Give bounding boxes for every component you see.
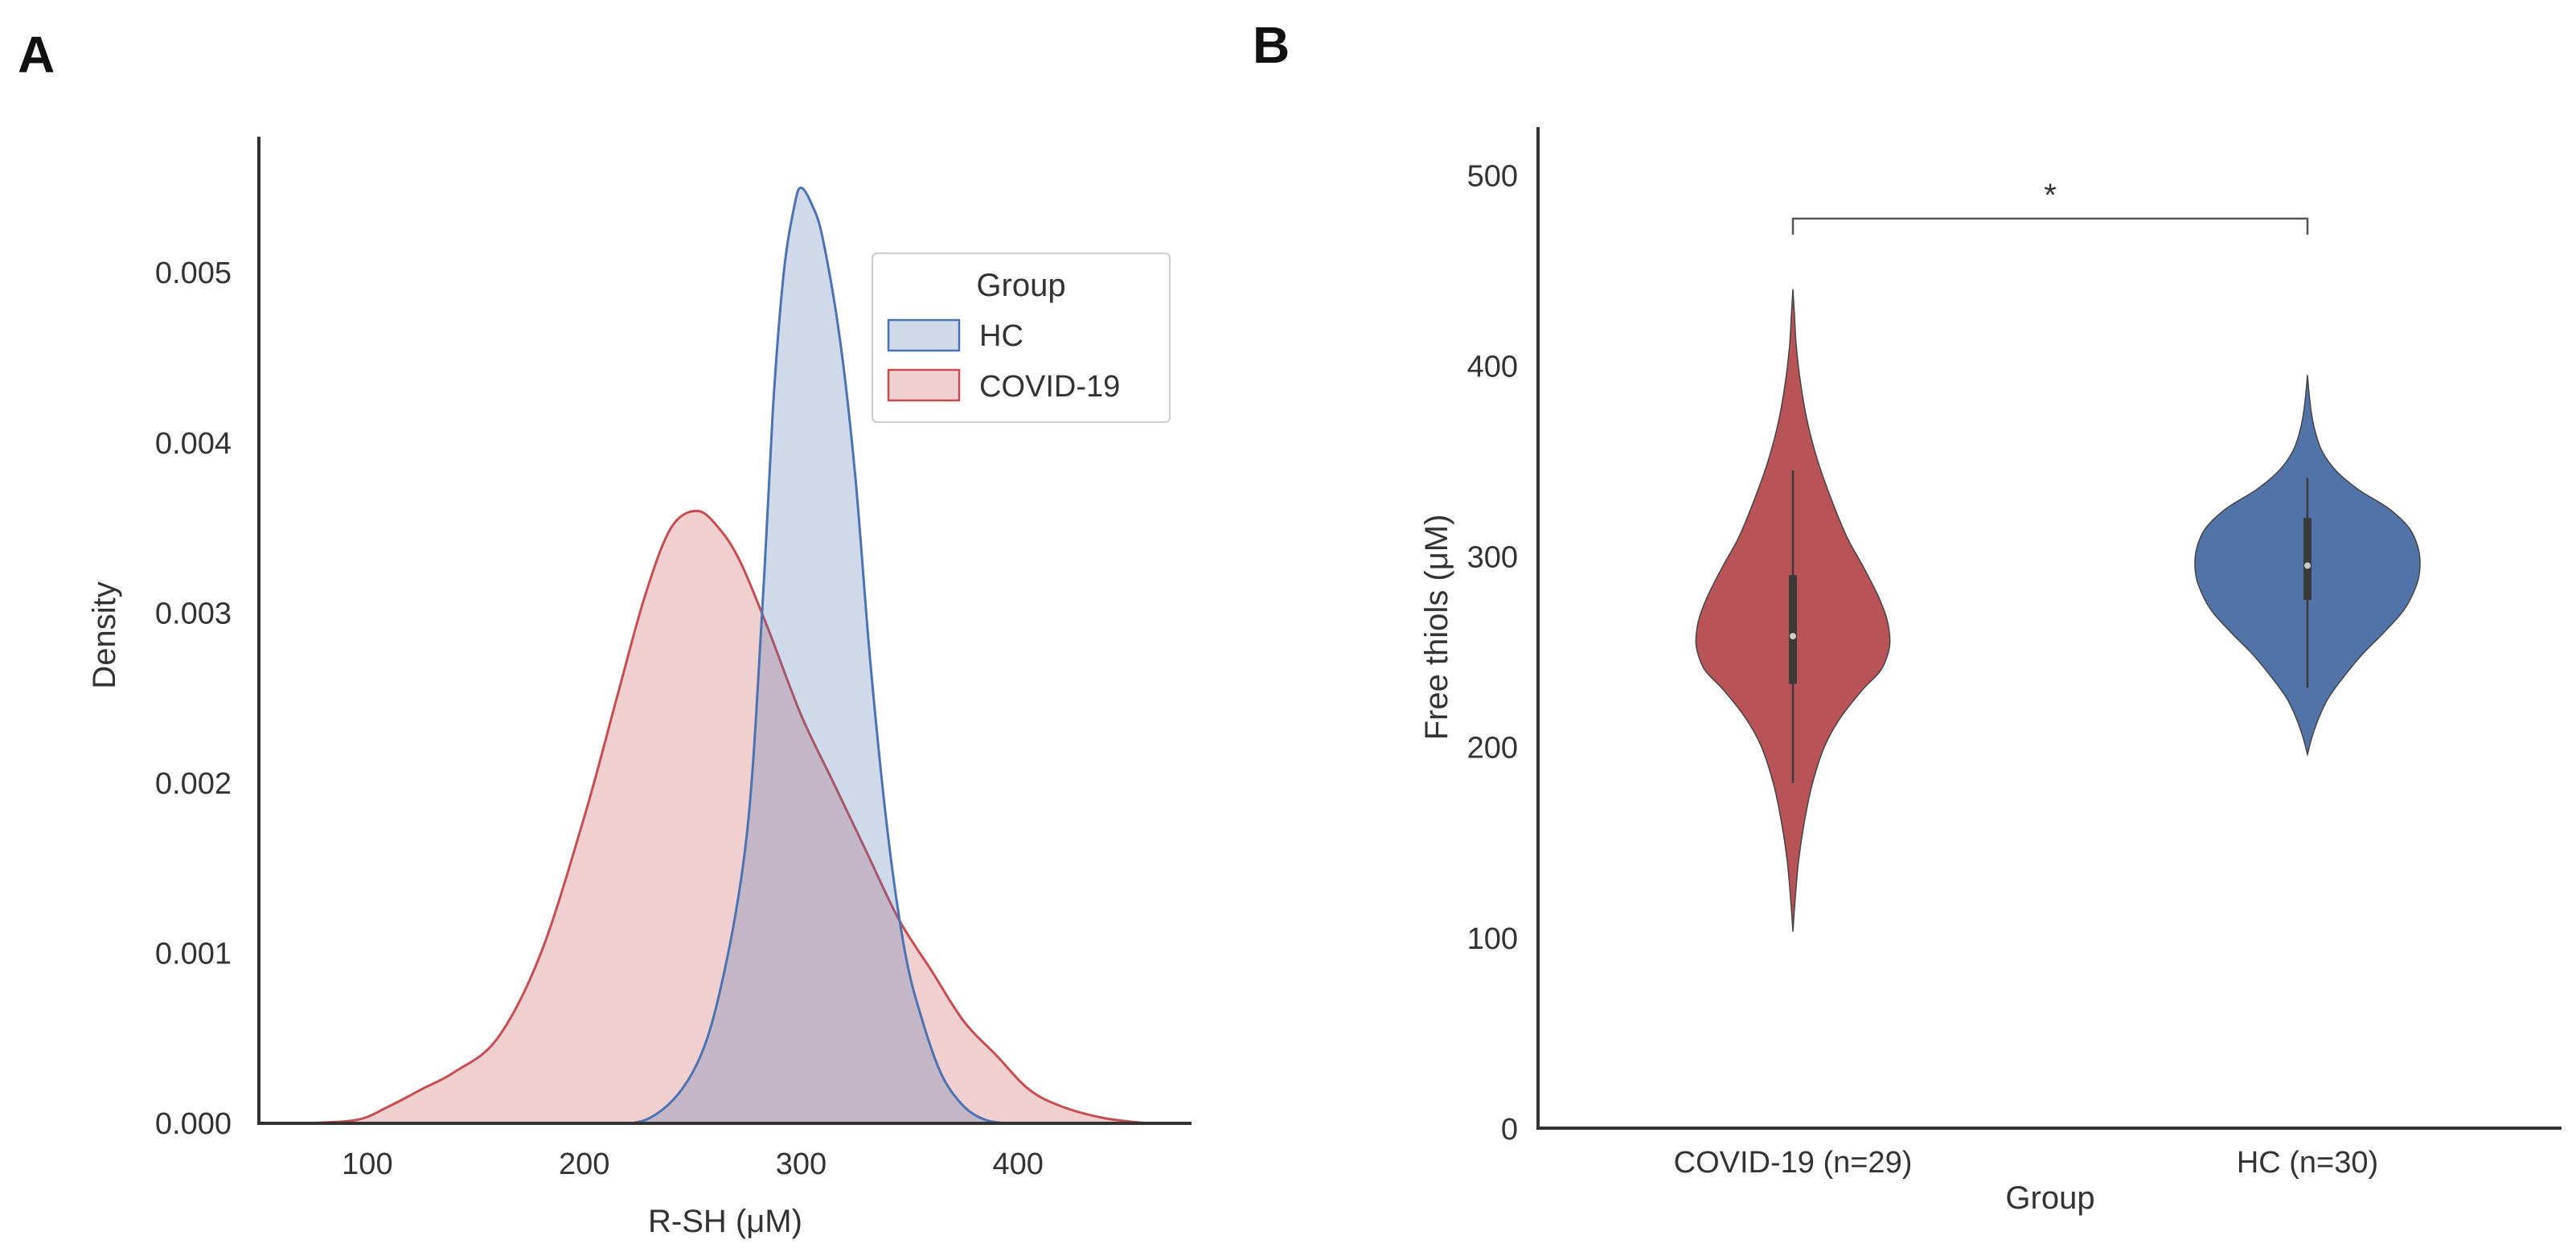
violin-iqr-box <box>2303 518 2311 601</box>
y-tick-300: 300 <box>1467 541 1518 575</box>
legend-label-hc: HC <box>979 319 1023 353</box>
x-tick-100: 100 <box>342 1147 392 1181</box>
y-tick-200: 200 <box>1467 732 1518 766</box>
violin-median <box>1790 633 1796 640</box>
significance-marker: * <box>2044 178 2057 213</box>
y-tick-5: 0.005 <box>155 257 232 290</box>
violin-iqr-box <box>1789 575 1797 684</box>
legend-swatch-hc <box>887 318 961 352</box>
panel-b-violin-chart: B 0 100 200 300 400 500 COVID-19 (n=29) HC (n=… <box>1253 16 2562 1216</box>
violin-covid-19-n-29 <box>1695 289 1891 932</box>
panel-a-label: A <box>18 26 55 84</box>
y-axis-title: Free thiols (μM) <box>1419 515 1454 741</box>
x-tick-300: 300 <box>776 1147 827 1181</box>
x-tick-labels: COVID-19 (n=29) HC (n=30) <box>1674 1146 2379 1180</box>
density-line-covid-19 <box>301 509 1149 1125</box>
y-tick-4: 0.004 <box>155 427 232 461</box>
x-tick-hc-n-30: HC (n=30) <box>2237 1146 2378 1180</box>
density-axes <box>257 137 1192 1125</box>
y-axis-title: Density <box>87 581 122 688</box>
y-tick-1: 0.001 <box>155 937 232 971</box>
significance-bracket: * <box>1791 178 2309 235</box>
y-tick-labels: 0.000 0.001 0.002 0.003 0.004 0.005 <box>155 257 232 1141</box>
legend-label-covid: COVID-19 <box>979 370 1120 404</box>
legend-frame <box>872 252 1171 423</box>
violin-median <box>2304 562 2311 569</box>
x-tick-covid-19-n-29: COVID-19 (n=29) <box>1674 1146 1913 1180</box>
density-area-hc <box>595 187 1007 1124</box>
legend: Group HC COVID-19 <box>872 252 1171 423</box>
x-tick-labels: 100 200 300 400 <box>342 1147 1044 1181</box>
y-tick-100: 100 <box>1467 922 1518 956</box>
x-tick-400: 400 <box>992 1147 1043 1181</box>
x-tick-200: 200 <box>559 1147 609 1181</box>
y-tick-0: 0.000 <box>155 1107 232 1141</box>
violin-hc-n-30 <box>2194 375 2421 757</box>
bracket-line <box>1791 217 2309 235</box>
x-axis-title: R-SH (μM) <box>648 1204 802 1239</box>
y-tick-2: 0.002 <box>155 767 232 801</box>
legend-swatch-covid <box>887 368 961 402</box>
y-tick-labels: 0 100 200 300 400 500 <box>1467 159 1518 1147</box>
density-fills <box>301 186 1149 1125</box>
x-axis-title: Group <box>2005 1180 2094 1216</box>
panel-b-label: B <box>1253 16 1290 74</box>
density-line-hc <box>595 186 1007 1125</box>
panel-a-density-chart: A 100 200 300 400 0.000 0.001 0.002 0.003 0.004… <box>18 26 1192 1239</box>
density-area-covid-19 <box>301 511 1149 1123</box>
y-tick-400: 400 <box>1467 350 1518 384</box>
violins <box>1695 289 2421 932</box>
y-tick-500: 500 <box>1467 159 1518 193</box>
violin-axes <box>1536 127 2562 1130</box>
y-tick-0: 0 <box>1501 1113 1518 1147</box>
y-tick-3: 0.003 <box>155 597 232 630</box>
legend-title: Group <box>976 268 1065 303</box>
